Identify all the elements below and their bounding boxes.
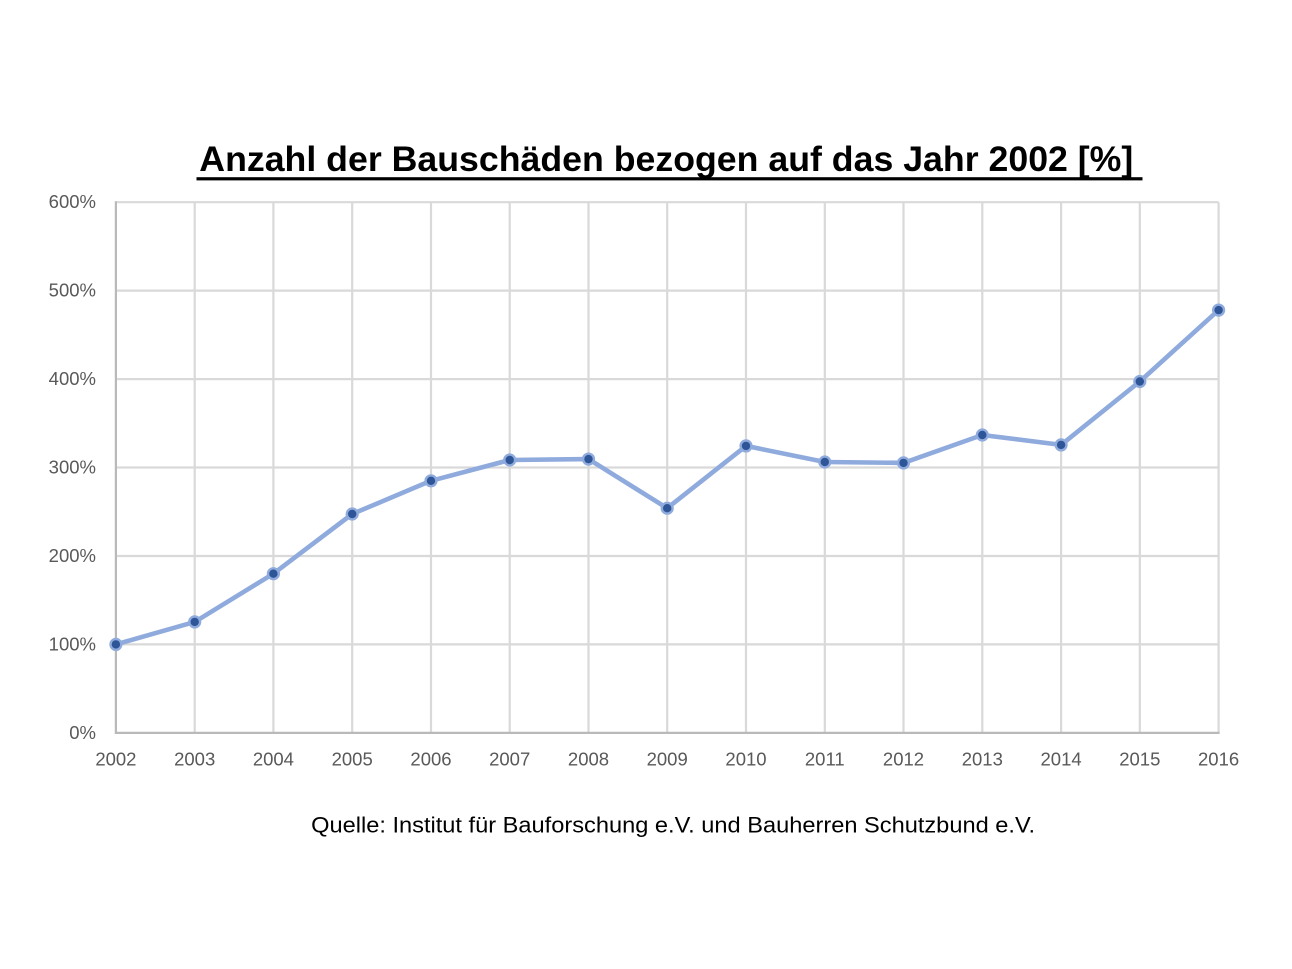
svg-text:Anzahl der Bauschäden bezogen: Anzahl der Bauschäden bezogen auf das Ja… xyxy=(199,140,1133,179)
svg-text:2013: 2013 xyxy=(962,749,1003,770)
svg-text:2012: 2012 xyxy=(883,749,924,770)
svg-text:2014: 2014 xyxy=(1041,749,1082,770)
svg-text:2011: 2011 xyxy=(805,749,845,770)
svg-text:0%: 0% xyxy=(69,722,96,743)
svg-text:300%: 300% xyxy=(49,457,96,478)
svg-text:2015: 2015 xyxy=(1119,749,1160,770)
svg-text:600%: 600% xyxy=(49,191,96,212)
svg-text:2003: 2003 xyxy=(174,749,215,770)
svg-text:2002: 2002 xyxy=(95,749,136,770)
svg-text:2009: 2009 xyxy=(647,749,688,770)
svg-text:400%: 400% xyxy=(49,368,96,389)
svg-text:2004: 2004 xyxy=(253,749,294,770)
svg-text:200%: 200% xyxy=(49,545,96,566)
svg-text:Quelle: Institut für Bauforsch: Quelle: Institut für Bauforschung e.V. u… xyxy=(311,812,1035,837)
svg-text:100%: 100% xyxy=(49,633,96,654)
svg-text:2016: 2016 xyxy=(1198,749,1239,770)
svg-text:500%: 500% xyxy=(49,280,96,301)
svg-text:2010: 2010 xyxy=(725,749,766,770)
svg-text:2006: 2006 xyxy=(410,749,451,770)
svg-text:2007: 2007 xyxy=(489,749,530,770)
svg-text:2005: 2005 xyxy=(332,749,373,770)
svg-text:2008: 2008 xyxy=(568,749,609,770)
